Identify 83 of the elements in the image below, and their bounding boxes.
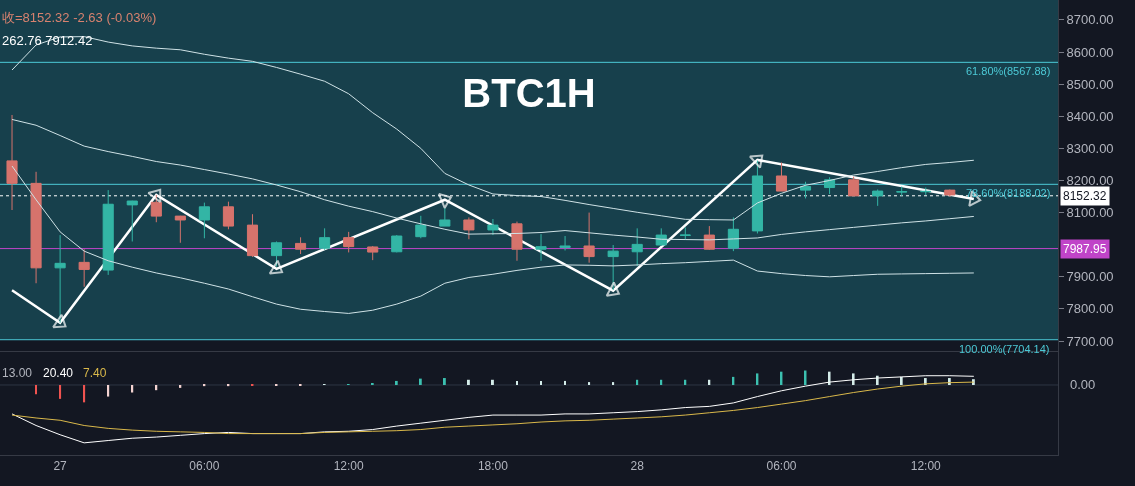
annotation: 收=8152.32 -2.63 (-0.03%) (2, 10, 157, 25)
bar (419, 378, 422, 385)
bar (107, 384, 110, 397)
ref-line-label: 78.60%(8188.02) (966, 187, 1051, 199)
candlestick (319, 227, 331, 251)
text: BTC1H (462, 71, 596, 115)
annotation: 20.40 (43, 366, 74, 380)
x-tick-label: 06:00 (766, 459, 797, 474)
y-tick-label: 8400.00 (1066, 108, 1114, 124)
candlestick (679, 226, 691, 241)
candlestick (896, 186, 908, 197)
ref-line-label: 100.00%(7704.14) (959, 343, 1050, 355)
bar (59, 384, 62, 399)
bar (83, 384, 86, 403)
point (437, 193, 452, 209)
bar (612, 382, 615, 385)
bar (900, 376, 903, 385)
bar (395, 380, 398, 385)
bar (636, 379, 639, 385)
x-tick-label: 28 (630, 459, 645, 474)
candlestick (391, 234, 403, 253)
candlestick (848, 176, 860, 197)
candlestick (775, 161, 788, 192)
bar (467, 379, 470, 385)
y-tick-label: 8100.00 (1066, 205, 1114, 221)
candlestick (126, 200, 138, 242)
candlestick (583, 212, 595, 264)
bar (35, 384, 38, 395)
candlestick (343, 231, 355, 253)
y-tick-label: 8200.00 (1066, 173, 1114, 189)
candlestick (487, 218, 499, 236)
candlestick (174, 215, 186, 244)
x-tick-label: 06:00 (189, 459, 220, 474)
x-tick-label: 27 (53, 459, 68, 474)
candlestick (511, 221, 523, 262)
bar (660, 379, 663, 385)
candlestick (78, 248, 90, 288)
y-tick-label: 8152.32 (1063, 189, 1107, 203)
candlestick (727, 216, 739, 252)
candlestick (703, 225, 715, 251)
candlestick (463, 216, 475, 240)
candlestick (222, 201, 234, 230)
candlestick (6, 114, 18, 211)
candlestick (198, 202, 210, 239)
candlestick (367, 245, 379, 261)
x-tick-label: 12:00 (333, 459, 364, 474)
candlestick (102, 189, 114, 276)
bar (516, 380, 518, 385)
y-tick-label: 8500.00 (1066, 76, 1114, 92)
candlestick (415, 215, 427, 239)
candlestick (559, 235, 571, 251)
point (605, 281, 620, 297)
candlestick (30, 171, 42, 284)
candlestick (872, 188, 884, 207)
bar (588, 382, 591, 385)
x-tick-label: 12:00 (910, 459, 942, 474)
candlestick (295, 236, 307, 255)
bar (491, 379, 494, 385)
annotation: 7.40 (83, 366, 107, 380)
bar (564, 380, 567, 385)
candlestick (246, 213, 259, 258)
y-tick-label: 8300.00 (1066, 140, 1114, 156)
y-tick-label: 8600.00 (1066, 44, 1114, 60)
annotation: 262.76 7912.42 (2, 33, 93, 48)
point (147, 188, 162, 204)
point (748, 154, 764, 169)
candlestick (631, 227, 643, 267)
point (52, 313, 67, 329)
point (268, 259, 284, 275)
y-tick-label: 7700.00 (1066, 333, 1114, 349)
y-tick-label: 7987.95 (1063, 242, 1107, 256)
x-tick-label: 18:00 (477, 459, 509, 474)
y-tick-label: 7800.00 (1066, 301, 1114, 317)
candlestick (944, 188, 956, 198)
candlestick (535, 233, 547, 262)
bar (443, 378, 446, 385)
ref-line-label: 0.00 (1070, 377, 1096, 392)
y-tick-label: 8700.00 (1066, 12, 1114, 28)
annotation: 13.00 (2, 366, 33, 380)
y-tick-label: 7900.00 (1066, 269, 1114, 285)
ref-line-label: 61.80%(8567.88) (966, 65, 1051, 77)
bar (540, 380, 542, 385)
bar (131, 384, 134, 393)
